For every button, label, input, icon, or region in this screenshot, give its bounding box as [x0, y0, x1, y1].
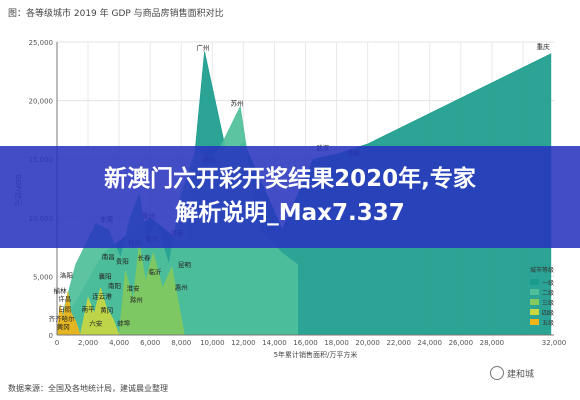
legend-item: 五级	[530, 317, 572, 327]
overlay-banner[interactable]: 新澳门六开彩开奖结果2020年,专家 解析说明_Max7.337	[0, 146, 580, 248]
x-tick-label: 28,000	[480, 339, 505, 347]
legend-item: 一级	[530, 277, 572, 287]
x-tick-label: 16,000	[293, 339, 318, 347]
banner-line-1: 新澳门六开彩开奖结果2020年,专家	[104, 166, 476, 192]
city-label: 南阳	[108, 281, 121, 290]
legend-swatch	[530, 319, 539, 325]
legend-title: 城市等级	[530, 267, 555, 274]
legend-swatch	[530, 299, 539, 305]
city-label: 连云港	[92, 292, 112, 301]
city-label: 广州	[196, 43, 209, 52]
legend-swatch	[530, 309, 539, 315]
city-label: 临沂	[148, 267, 162, 276]
x-tick-label: 14,000	[262, 339, 287, 347]
y-tick-label: 0	[49, 332, 53, 340]
area-series-2	[118, 243, 185, 336]
legend-item: 二级	[530, 287, 572, 297]
city-label: 日照	[58, 306, 72, 314]
wechat-icon	[490, 366, 504, 380]
legend-label: 二级	[542, 289, 555, 297]
x-tick-label: 24,000	[418, 339, 443, 347]
banner-text[interactable]: 新澳门六开彩开奖结果2020年,专家 解析说明_Max7.337	[0, 162, 580, 230]
y-tick-label: 5,000	[33, 273, 53, 281]
area-series-1	[79, 286, 120, 336]
watermark: 建和城	[490, 366, 534, 380]
banner-line-2: 解析说明_Max7.337	[175, 200, 405, 226]
x-tick-label: 6,000	[140, 339, 160, 347]
city-label: 襄阳	[99, 272, 112, 281]
legend: 城市等级 一级二级三级四级五级	[530, 265, 572, 327]
x-tick-label: 0	[55, 339, 59, 347]
legend-label: 三级	[542, 299, 555, 307]
city-label: 六安	[89, 319, 103, 328]
city-label: 贵阳	[116, 257, 129, 266]
area-series-0	[56, 291, 81, 336]
city-label: 滁州	[130, 295, 143, 304]
figure-title: 图：各等级城市 2019 年 GDP 与商品房销售面积对比	[8, 9, 224, 19]
legend-label: 四级	[542, 309, 555, 317]
city-label: 齐齐哈尔	[49, 314, 76, 323]
legend-item: 三级	[530, 297, 572, 307]
x-tick-label: 20,000	[355, 339, 380, 347]
legend-swatch	[530, 289, 539, 295]
x-tick-label: 18,000	[324, 339, 349, 347]
watermark-text: 建和城	[507, 369, 535, 380]
legend-label: 五级	[542, 319, 555, 327]
x-tick-label: 26,000	[449, 339, 474, 347]
x-tick-label: 2,000	[78, 339, 98, 347]
city-label: 长春	[137, 253, 151, 262]
city-label: 重庆	[537, 42, 551, 51]
y-tick-label: 25,000	[29, 39, 54, 47]
city-label: 南平	[82, 305, 96, 314]
source-note: 数据来源：全国及各地统计局，建诚晨业整理	[8, 384, 168, 393]
x-tick-label: 10,000	[200, 339, 225, 347]
x-tick-label: 12,000	[231, 339, 256, 347]
x-tick-label: 4,000	[109, 339, 129, 347]
city-label: 黄冈	[100, 306, 113, 315]
city-label: 蚌埠	[117, 319, 131, 328]
city-label: 淮安	[127, 283, 141, 292]
legend-swatch	[530, 279, 539, 285]
city-label: 南昌	[102, 252, 115, 261]
city-label: 黄冈	[57, 322, 70, 331]
city-label: 榆林	[54, 286, 68, 295]
y-tick-label: 20,000	[29, 98, 54, 106]
x-tick-label: 32,000	[542, 339, 567, 347]
x-tick-label: 22,000	[386, 339, 411, 347]
city-label: 苏州	[231, 98, 244, 107]
legend-item: 四级	[530, 307, 572, 317]
legend-label: 一级	[542, 279, 555, 287]
city-label: 许昌	[58, 294, 71, 303]
x-axis-label: 5年累计销售面积/万平方米	[274, 350, 358, 359]
city-label: 洛阳	[60, 271, 73, 280]
x-tick-label: 8,000	[171, 339, 191, 347]
city-label: 惠州	[175, 282, 188, 291]
city-label: 昆明	[178, 261, 192, 269]
